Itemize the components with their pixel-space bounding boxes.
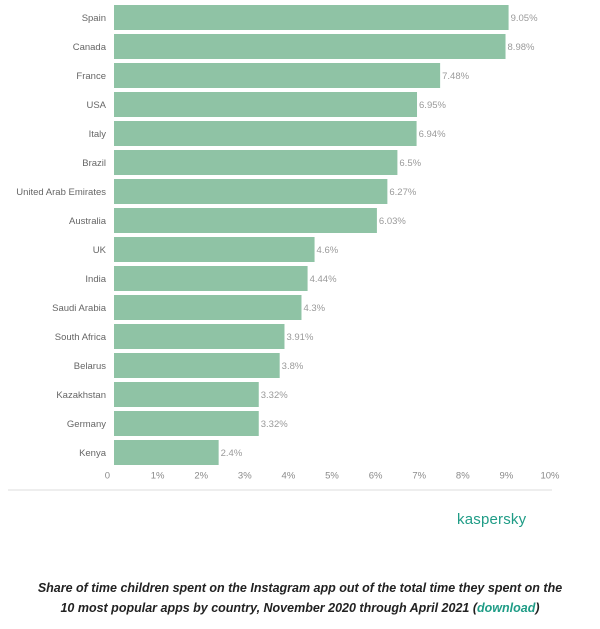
bar-uk xyxy=(114,237,315,262)
bar-spain xyxy=(114,5,509,30)
bar-france xyxy=(114,63,441,88)
bar-australia xyxy=(114,208,377,233)
value-label-india: 4.44% xyxy=(310,274,337,285)
x-tick-label: 5% xyxy=(325,471,339,482)
x-tick-label: 2% xyxy=(194,471,208,482)
x-tick-label: 9% xyxy=(500,471,514,482)
bar-saudi-arabia xyxy=(114,295,302,320)
bar-india xyxy=(114,266,308,291)
x-tick-label: 6% xyxy=(369,471,383,482)
value-label-australia: 6.03% xyxy=(379,216,406,227)
value-label-united-arab-emirates: 6.27% xyxy=(389,187,416,198)
category-label-usa: USA xyxy=(86,100,106,111)
x-tick-label: 4% xyxy=(282,471,296,482)
caption-line-2-end: ) xyxy=(535,601,540,615)
value-label-saudi-arabia: 4.3% xyxy=(303,303,325,314)
value-label-italy: 6.94% xyxy=(419,129,446,140)
value-label-south-africa: 3.91% xyxy=(286,332,313,343)
bar-kazakhstan xyxy=(114,382,259,407)
category-label-france: France xyxy=(76,71,106,82)
kaspersky-logo: kaspersky xyxy=(457,511,527,528)
category-label-belarus: Belarus xyxy=(74,361,106,372)
value-label-canada: 8.98% xyxy=(508,42,535,53)
value-label-kazakhstan: 3.32% xyxy=(261,390,288,401)
category-label-italy: Italy xyxy=(89,129,107,140)
chart-caption: Share of time children spent on the Inst… xyxy=(0,578,600,618)
category-label-brazil: Brazil xyxy=(82,158,106,169)
caption-line-1: Share of time children spent on the Inst… xyxy=(37,581,563,595)
bar-brazil xyxy=(114,150,398,175)
x-tick-label: 1% xyxy=(151,471,165,482)
bar-united-arab-emirates xyxy=(114,179,388,204)
bar-germany xyxy=(114,411,259,436)
category-label-uk: UK xyxy=(93,245,107,256)
caption-line-2: 10 most popular apps by country, Novembe… xyxy=(0,598,600,618)
x-tick-label: 3% xyxy=(238,471,252,482)
value-label-france: 7.48% xyxy=(442,71,469,82)
bar-chart: Spain 9.05% Canada 8.98% France 7.48% USA 6.95%… xyxy=(8,5,560,491)
value-label-germany: 3.32% xyxy=(261,419,288,430)
category-label-australia: Australia xyxy=(69,216,107,227)
value-label-belarus: 3.8% xyxy=(282,361,304,372)
category-label-south-africa: South Africa xyxy=(55,332,107,343)
category-label-saudi-arabia: Saudi Arabia xyxy=(52,303,107,314)
bar-italy xyxy=(114,121,417,146)
value-label-uk: 4.6% xyxy=(317,245,339,256)
value-label-kenya: 2.4% xyxy=(221,448,243,459)
bar-south-africa xyxy=(114,324,285,349)
value-label-brazil: 6.5% xyxy=(399,158,421,169)
category-label-spain: Spain xyxy=(82,13,106,24)
download-link[interactable]: download xyxy=(477,601,536,615)
category-label-united-arab-emirates: United Arab Emirates xyxy=(16,187,106,198)
value-label-usa: 6.95% xyxy=(419,100,446,111)
bar-belarus xyxy=(114,353,280,378)
category-label-germany: Germany xyxy=(67,419,106,430)
x-tick-label: 8% xyxy=(456,471,470,482)
category-label-kazakhstan: Kazakhstan xyxy=(56,390,106,401)
value-label-spain: 9.05% xyxy=(511,13,538,24)
x-tick-label: 7% xyxy=(412,471,426,482)
bar-canada xyxy=(114,34,506,59)
category-label-india: India xyxy=(85,274,106,285)
x-tick-label: 0 xyxy=(105,471,110,482)
category-label-kenya: Kenya xyxy=(79,448,107,459)
caption-line-2-text: 10 most popular apps by country, Novembe… xyxy=(60,601,478,615)
x-tick-label: 10% xyxy=(540,471,560,482)
bar-kenya xyxy=(114,440,219,465)
bar-usa xyxy=(114,92,418,117)
category-label-canada: Canada xyxy=(73,42,107,53)
